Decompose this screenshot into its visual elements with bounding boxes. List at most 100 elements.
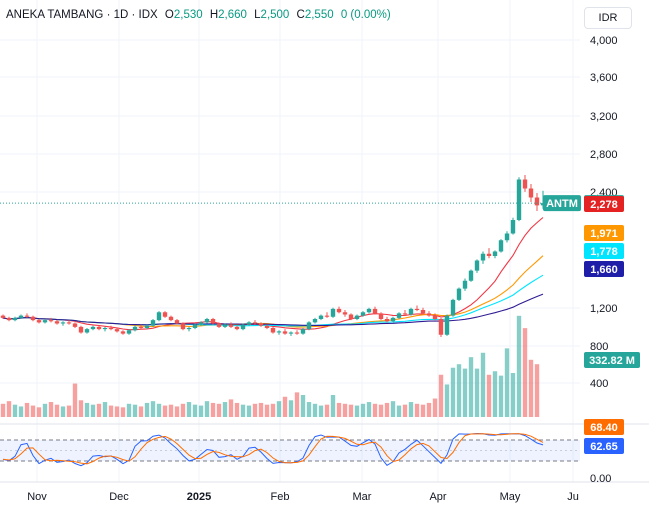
low-label: L	[254, 9, 261, 21]
candle	[120, 330, 126, 335]
volume-badge: 332.82 M	[584, 352, 640, 368]
volume-bar	[204, 401, 210, 417]
candle-body	[420, 310, 426, 314]
interval: 1D	[113, 9, 129, 21]
volume-bar	[120, 407, 126, 417]
candle	[444, 314, 450, 336]
candle	[78, 325, 84, 334]
volume-bar	[114, 406, 120, 417]
candle	[216, 322, 222, 328]
candle-body	[360, 312, 366, 316]
candle-body	[168, 316, 174, 321]
candle-body	[258, 323, 264, 326]
candle-body	[252, 322, 258, 324]
volume-bar	[96, 403, 102, 417]
volume-bar	[228, 399, 234, 417]
candle	[426, 311, 432, 317]
candle-body	[432, 315, 438, 319]
candle	[360, 311, 366, 317]
candle-body	[108, 328, 114, 330]
time-axis-tick: Dec	[109, 491, 129, 503]
volume-bar	[348, 404, 354, 417]
volume-bar	[126, 403, 132, 417]
candle	[480, 251, 486, 264]
volume-bar	[282, 396, 288, 417]
candles	[0, 175, 546, 337]
candle	[252, 320, 258, 325]
currency-button[interactable]: IDR	[584, 7, 632, 29]
candle	[162, 311, 168, 318]
candle	[366, 307, 372, 314]
volume-bar	[516, 315, 522, 417]
time-axis-tick: Feb	[271, 491, 290, 503]
volume-bar	[492, 371, 498, 417]
candle-body	[222, 324, 228, 327]
volume-bar	[222, 402, 228, 417]
volume-badge-text: 332.82 M	[589, 355, 635, 367]
volume-bar	[414, 403, 420, 417]
candle	[534, 193, 540, 211]
volume-bar	[294, 392, 300, 417]
volume-bar	[336, 402, 342, 417]
volume-bar	[258, 402, 264, 417]
candle	[438, 317, 444, 337]
volume-bar	[354, 405, 360, 417]
last-price-symbol-badge-text: ANTM	[546, 198, 578, 210]
candle-body	[378, 313, 384, 319]
volume-bar	[60, 406, 66, 417]
candle-body	[462, 280, 468, 289]
candle	[282, 329, 288, 335]
candle	[402, 310, 408, 316]
volume-bar	[408, 402, 414, 417]
candle	[408, 307, 414, 316]
candle-body	[12, 317, 18, 321]
volume-bar	[300, 395, 306, 417]
candle	[474, 259, 480, 273]
candle	[90, 325, 96, 331]
volume-bar	[270, 403, 276, 417]
volume-bar	[390, 401, 396, 417]
candle	[372, 306, 378, 315]
volume-bar	[6, 401, 12, 417]
candle-body	[234, 326, 240, 330]
volume-bar	[102, 402, 108, 417]
candle	[492, 250, 498, 259]
volume-bar	[450, 367, 456, 417]
time-axis-tick: Nov	[27, 491, 47, 503]
candle	[198, 321, 204, 326]
candle	[168, 315, 174, 322]
ma-value-badge: 1,971	[584, 225, 624, 241]
volume-bar	[462, 368, 468, 417]
candle	[318, 314, 324, 321]
volume-bar	[342, 403, 348, 417]
candle	[300, 328, 306, 335]
volume-bar	[480, 352, 486, 417]
volume-bar	[396, 405, 402, 417]
candle-body	[66, 322, 72, 324]
ma-value-badge: 2,278	[584, 196, 624, 212]
ma-value-badge: 1,778	[584, 243, 624, 259]
ma-value-badge-bg	[584, 196, 624, 212]
candle-body	[480, 253, 486, 261]
exchange: IDX	[138, 9, 158, 21]
volume-bar	[276, 401, 282, 417]
candle	[378, 312, 384, 321]
candle-body	[348, 314, 354, 319]
candle	[276, 330, 282, 335]
candle-body	[294, 332, 300, 334]
stoch-k-badge-text: 62.65	[590, 441, 618, 453]
candle-body	[150, 320, 156, 326]
candle-body	[468, 270, 474, 281]
candle-body	[0, 315, 6, 318]
candle	[6, 316, 12, 322]
candle	[204, 317, 210, 324]
candle-body	[162, 312, 168, 317]
volume-bar	[288, 400, 294, 417]
candle	[42, 319, 48, 324]
open-value: 2,530	[173, 9, 203, 21]
ma-line-3	[2, 274, 544, 327]
price-axis-tick: 4,000	[590, 35, 618, 47]
stoch-d-badge: 68.40	[584, 419, 624, 435]
candle-body	[156, 312, 162, 321]
